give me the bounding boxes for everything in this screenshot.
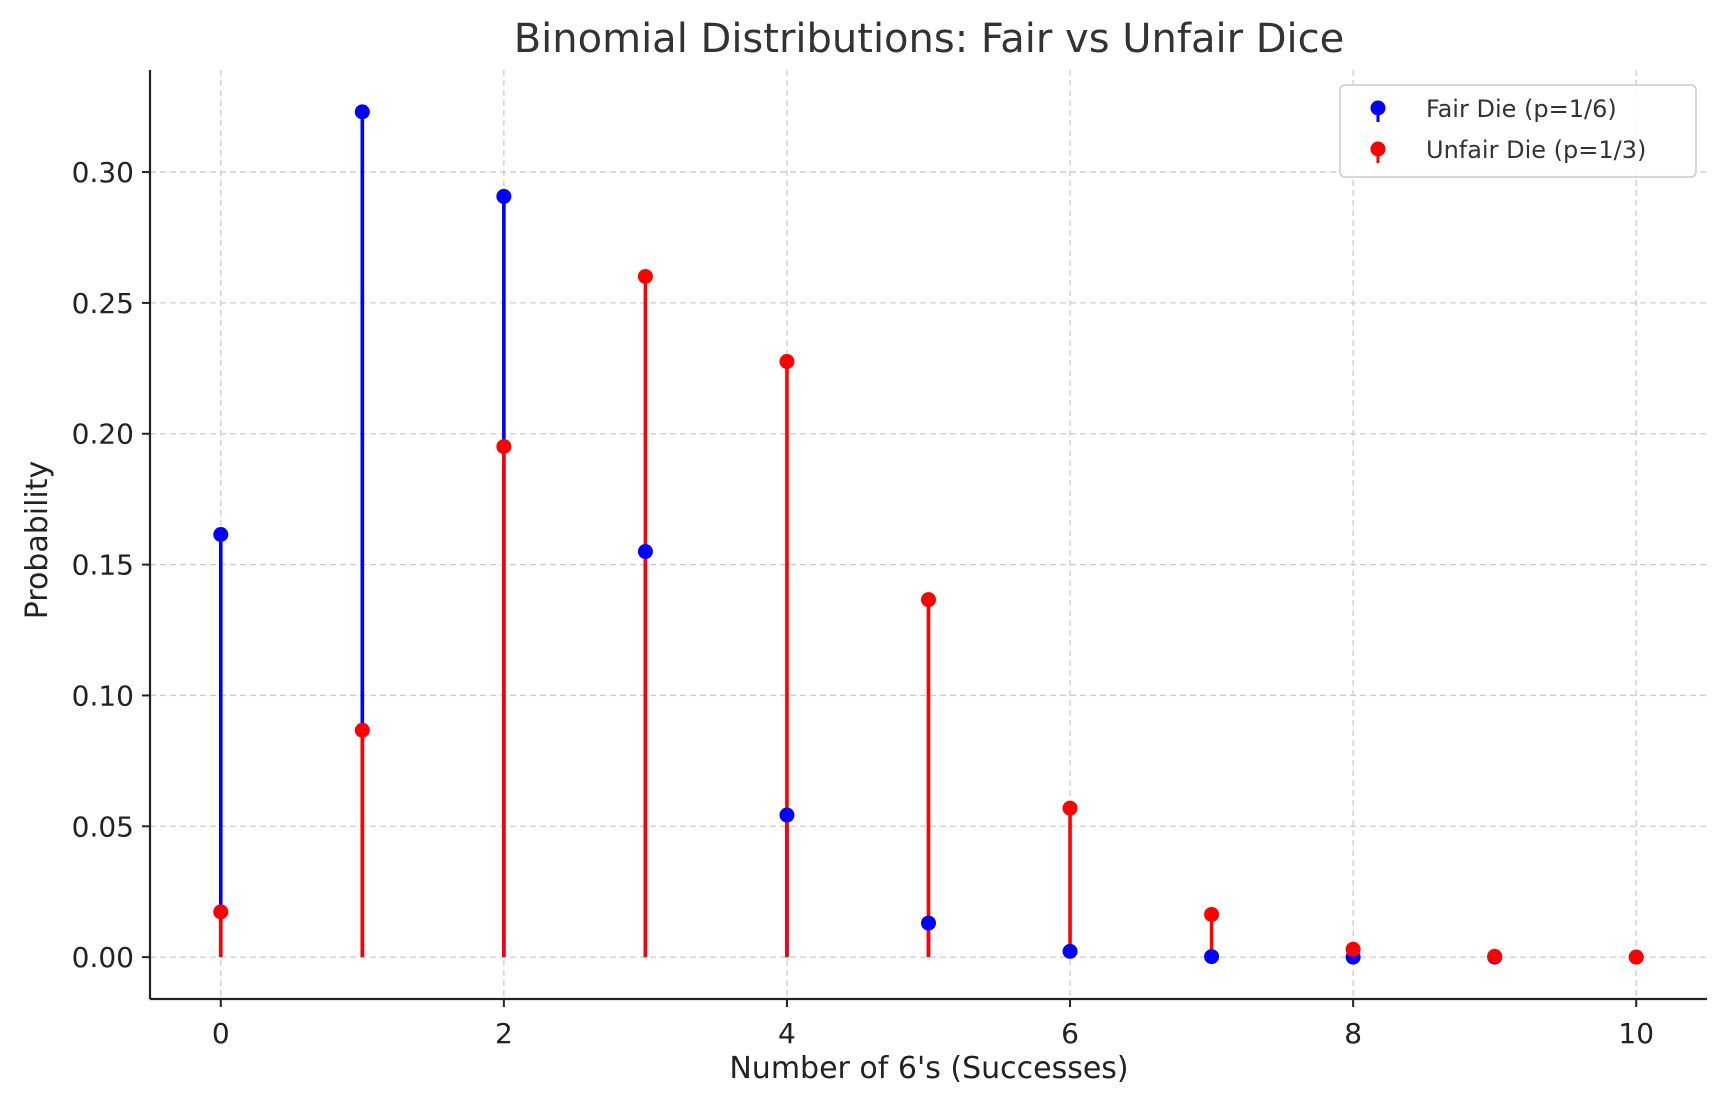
- marker-fair: [213, 527, 229, 542]
- marker-fair: [1204, 949, 1220, 965]
- marker-unfair: [1204, 906, 1220, 922]
- x-tick-label: 0: [212, 1017, 230, 1050]
- y-tick-label: 0.20: [72, 418, 134, 451]
- x-tick-label: 6: [1061, 1017, 1079, 1050]
- marker-fair: [779, 807, 795, 823]
- legend-box: [1339, 84, 1697, 178]
- marker-unfair: [921, 592, 936, 608]
- marker-fair: [496, 188, 512, 204]
- legend: Fair Die (p=1/6) Unfair Die (p=1/3): [1339, 84, 1697, 178]
- y-tick-label: 0.05: [72, 810, 134, 843]
- y-tick-label: 0.00: [72, 941, 134, 974]
- marker-fair: [354, 104, 370, 120]
- marker-layer: [213, 104, 1644, 965]
- axis-layer: 0 2 4 6 8 10 0.00 0.05 0.10 0.15 0.20 0.25 0.30: [72, 70, 1707, 1050]
- marker-fair: [921, 915, 936, 931]
- legend-label-unfair: Unfair Die (p=1/3): [1426, 136, 1646, 164]
- x-tick-label: 4: [778, 1017, 796, 1050]
- legend-label-fair: Fair Die (p=1/6): [1426, 95, 1617, 123]
- y-tick-label: 0.30: [72, 156, 134, 189]
- marker-unfair: [496, 439, 512, 455]
- y-tick-label: 0.15: [72, 549, 134, 582]
- marker-unfair: [1628, 949, 1644, 965]
- x-axis-label: Number of 6's (Successes): [729, 1051, 1128, 1086]
- legend-marker-fair: [1370, 100, 1386, 116]
- marker-unfair: [1487, 948, 1503, 964]
- x-tick-label: 2: [495, 1017, 513, 1050]
- marker-unfair: [779, 354, 795, 370]
- marker-fair: [637, 544, 653, 560]
- y-axis-label: Probability: [20, 461, 55, 620]
- stem-layer: [218, 111, 1639, 958]
- marker-unfair: [354, 722, 370, 738]
- y-tick-label: 0.10: [72, 679, 134, 712]
- chart-title: Binomial Distributions: Fair vs Unfair D…: [514, 16, 1345, 62]
- marker-unfair: [1345, 941, 1361, 957]
- marker-unfair: [1062, 800, 1078, 816]
- marker-unfair: [213, 904, 229, 920]
- x-tick-label: 8: [1344, 1017, 1362, 1050]
- y-tick-label: 0.25: [72, 287, 134, 320]
- marker-unfair: [637, 268, 653, 284]
- legend-marker-unfair: [1370, 141, 1386, 157]
- x-tick-label: 10: [1618, 1017, 1654, 1050]
- marker-fair: [1062, 943, 1078, 959]
